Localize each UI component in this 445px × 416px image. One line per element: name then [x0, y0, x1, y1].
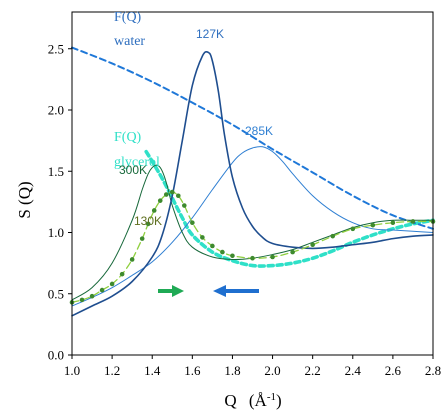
series-glycerol-130k-point [139, 236, 145, 241]
label-fq-water-2: water [114, 34, 145, 49]
label-285k: 285K [245, 124, 273, 138]
series-glycerol-130k-point [200, 235, 205, 240]
series-glycerol-130k-point [310, 242, 315, 248]
y-tick-label: 1.5 [48, 164, 64, 179]
label-127k: 127K [196, 27, 224, 41]
series-glycerol-130k-point [350, 226, 356, 232]
series-glycerol-130k-point [175, 193, 181, 199]
series-glycerol-130k-point [145, 221, 151, 227]
y-tick-label: 2.0 [48, 103, 64, 118]
series-glycerol-130k-point [250, 255, 255, 261]
x-axis-unit-base: (Å [249, 391, 268, 410]
series-glycerol-130k-point [169, 189, 175, 195]
label-fq-glycerol-2: glycerol [114, 155, 160, 170]
x-tick-label: 2.6 [385, 363, 402, 378]
x-tick-label: 2.8 [425, 363, 441, 378]
series-glycerol-130k-point [163, 192, 169, 197]
series-glycerol-130k-point [79, 297, 85, 303]
series-glycerol-130k-point [89, 293, 95, 299]
y-tick-label: 0.0 [48, 348, 64, 363]
label-300k: 300K [119, 163, 147, 177]
series-water-127k-line [71, 50, 434, 317]
arrow-green-right [158, 285, 184, 297]
x-tick-label: 2.4 [345, 363, 362, 378]
y-tick-label: 2.5 [48, 41, 64, 56]
y-tick-label: 1.0 [48, 225, 64, 240]
plot-frame [71, 11, 434, 356]
x-axis-unit-close: ) [276, 391, 282, 410]
label-fq-water-1: F(Q) [114, 10, 142, 25]
x-tick-label: 2.0 [264, 363, 280, 378]
series-glycerol-130k-point [119, 271, 125, 277]
series-glycerol-130k-point [330, 233, 336, 239]
x-axis-symbol: Q [224, 391, 236, 410]
series-layer [69, 46, 436, 317]
series-glycerol-130k-point [230, 253, 235, 259]
x-tick-label: 1.8 [224, 363, 240, 378]
y-tick-label: 0.5 [48, 286, 64, 301]
series-glycerol-130k-point [157, 198, 163, 203]
series-glycerol-130k-point [190, 220, 195, 225]
series-glycerol-130k-point [220, 249, 225, 255]
series-glycerol-130k-point [109, 281, 115, 287]
x-axis-unit-sup: -1 [267, 391, 276, 403]
x-tick-label: 2.2 [305, 363, 321, 378]
series-water-285k-line [71, 146, 434, 307]
x-tick-label: 1.0 [64, 363, 80, 378]
x-tick-label: 1.6 [184, 363, 201, 378]
series-glycerol-130k-point [410, 219, 416, 224]
series-water-fq-dashed-line [71, 46, 434, 230]
series-glycerol-130k-point [99, 287, 105, 293]
label-fq-glycerol-1: F(Q) [114, 130, 142, 145]
arrow-blue-left [213, 285, 259, 297]
series-glycerol-130k-point [390, 220, 396, 225]
x-axis-title: Q (Å-1) [224, 391, 281, 410]
series-glycerol-130k-point [270, 254, 275, 260]
series-glycerol-130k-point [182, 203, 187, 208]
label-130k: 130K [134, 214, 162, 228]
ticks-layer: 1.0 1.2 1.4 1.6 1.8 2.0 2.2 2.4 2.6 2.8 0.0 0.5 1.0 1… [48, 41, 441, 378]
series-glycerol-130k-point [129, 257, 135, 262]
x-tick-label: 1.2 [104, 363, 120, 378]
series-glycerol-130k-point [290, 249, 295, 255]
y-axis-title: S (Q) [15, 181, 34, 218]
series-glycerol-130k-point [370, 222, 376, 228]
series-glycerol-130k-point [210, 243, 215, 249]
x-tick-label: 1.4 [144, 363, 161, 378]
series-glycerol-130k-point [151, 208, 157, 213]
